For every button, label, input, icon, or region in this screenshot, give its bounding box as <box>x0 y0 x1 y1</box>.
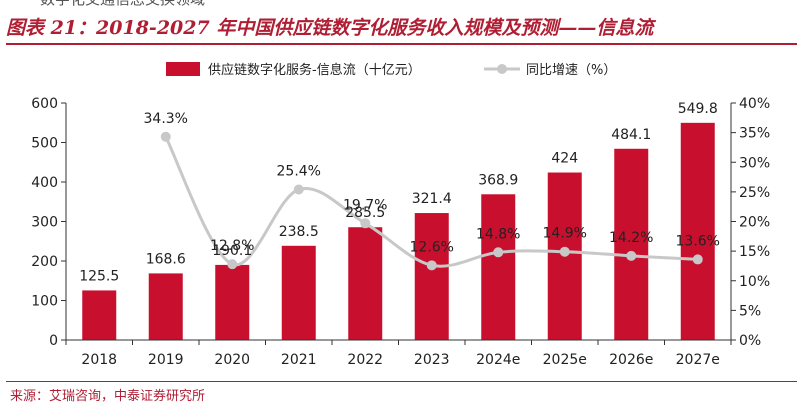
growth-point-2024e <box>493 247 504 258</box>
growth-point-2019 <box>160 131 171 142</box>
x-tick-label: 2027e <box>676 352 720 368</box>
growth-value-label: 14.9% <box>543 226 587 242</box>
x-tick-label: 2024e <box>476 352 520 368</box>
bar-2024e <box>481 194 516 340</box>
x-tick-label: 2020 <box>214 352 250 368</box>
legend-marker-growth <box>497 64 507 74</box>
figure-title: 图表 21：2018-2027 年中国供应链数字化服务收入规模及预测——信息流 <box>6 17 654 39</box>
bar-value-label: 125.5 <box>79 268 119 284</box>
x-tick-label: 2023 <box>414 352 450 368</box>
y-right-tick-label: 40% <box>739 96 770 112</box>
growth-point-2027e <box>692 254 703 265</box>
legend-swatch-bar <box>166 62 200 76</box>
title-row: 数字化交通信息交换领域 图表 21：2018-2027 年中国供应链数字化服务收… <box>0 0 803 45</box>
growth-point-2020 <box>227 259 238 270</box>
y-right-tick-label: 30% <box>739 155 770 171</box>
y-left-tick-label: 400 <box>31 175 58 191</box>
title-underline <box>6 43 797 45</box>
y-right-tick-label: 35% <box>739 126 770 142</box>
y-left-tick-label: 100 <box>31 294 58 310</box>
y-left-tick-label: 500 <box>31 136 58 152</box>
x-tick-label: 2018 <box>81 352 117 368</box>
legend-label-growth: 同比增速（%） <box>526 63 616 78</box>
growth-point-2025e <box>559 246 570 257</box>
bar-2027e <box>680 122 715 340</box>
growth-value-label: 14.2% <box>609 230 653 246</box>
y-right-tick-label: 25% <box>739 185 770 201</box>
y-right-tick-label: 5% <box>739 303 761 319</box>
y-right-tick-label: 20% <box>739 215 770 231</box>
y-right-tick-label: 10% <box>739 274 770 290</box>
y-right-tick-label: 15% <box>739 244 770 260</box>
growth-value-label: 12.6% <box>410 239 454 255</box>
bar-value-label: 549.8 <box>678 101 718 117</box>
bar-value-label: 190.1 <box>212 243 252 259</box>
x-tick-label: 2019 <box>148 352 184 368</box>
bar-value-label: 238.5 <box>279 224 319 240</box>
source-note: 来源：艾瑞咨询，中泰证券研究所 <box>10 389 206 404</box>
bar-value-label: 424 <box>551 151 578 167</box>
growth-value-label: 14.8% <box>476 226 520 242</box>
x-tick-label: 2026e <box>609 352 653 368</box>
bar-2026e <box>614 148 649 340</box>
bar-value-label: 168.6 <box>146 251 186 267</box>
growth-point-2026e <box>626 250 637 261</box>
bar-value-label: 321.4 <box>412 191 452 207</box>
bar-2021 <box>281 245 316 340</box>
x-tick-label: 2021 <box>281 352 317 368</box>
y-left-tick-label: 200 <box>31 254 58 270</box>
y-left-tick-label: 0 <box>49 333 58 349</box>
y-right-tick-label: 0% <box>739 333 761 349</box>
growth-value-label: 19.7% <box>343 197 387 213</box>
growth-value-label: 13.6% <box>676 233 720 249</box>
bar-value-label: 285.5 <box>345 205 385 221</box>
bar-value-label: 484.1 <box>611 127 651 143</box>
growth-point-2022 <box>360 218 371 229</box>
bar-2023 <box>414 213 449 340</box>
growth-point-2021 <box>293 184 304 195</box>
legend-label-bar: 供应链数字化服务-信息流（十亿元） <box>208 62 421 78</box>
bar-2019 <box>148 273 183 340</box>
growth-point-2023 <box>426 260 437 271</box>
bar-2020 <box>215 264 250 340</box>
growth-value-label: 25.4% <box>277 164 321 180</box>
growth-value-label: 12.8% <box>210 238 254 254</box>
x-tick-label: 2025e <box>543 352 587 368</box>
footer-rule <box>6 381 797 382</box>
growth-value-label: 34.3% <box>144 111 188 127</box>
y-left-tick-label: 600 <box>31 96 58 112</box>
bar-value-label: 368.9 <box>478 172 518 188</box>
y-left-tick-label: 300 <box>31 215 58 231</box>
bar-2018 <box>82 290 117 340</box>
clipped-text-above: 数字化交通信息交换领域 <box>40 0 205 9</box>
bar-2022 <box>348 227 383 340</box>
x-tick-label: 2022 <box>347 352 383 368</box>
